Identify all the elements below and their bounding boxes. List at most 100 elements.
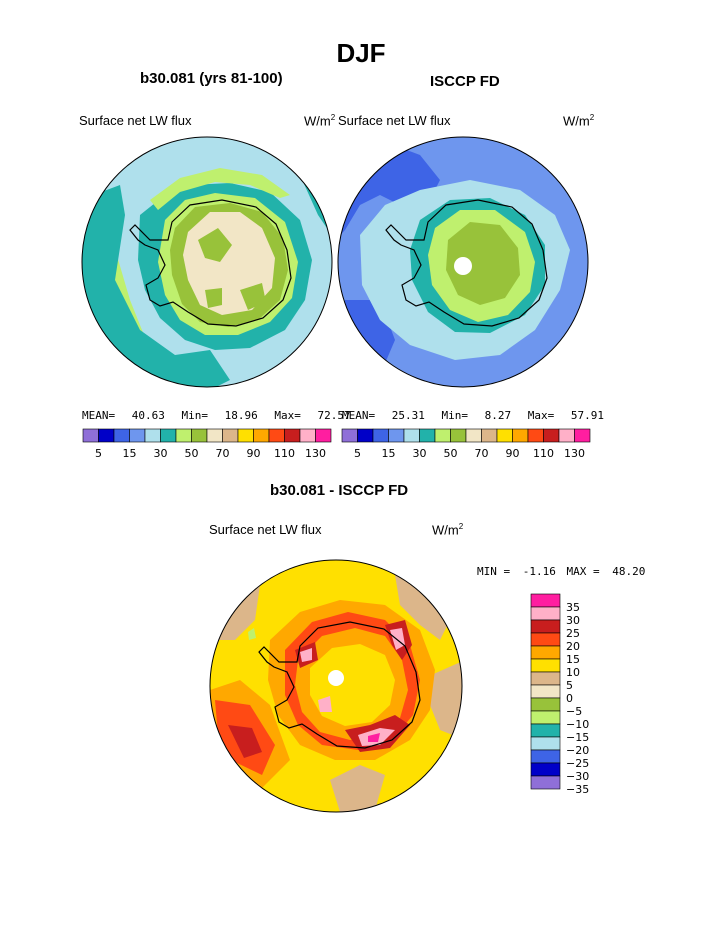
map-diff-yellow-core bbox=[340, 675, 365, 695]
colorbar-obs-swatch bbox=[465, 428, 482, 443]
colorbar-obs-swatch bbox=[341, 428, 358, 443]
colorbar-diff-tick-label: 20 bbox=[566, 640, 580, 653]
diff-min-label: MIN = bbox=[477, 565, 511, 578]
colorbar-model-tick-label: 5 bbox=[95, 447, 102, 460]
map-diff bbox=[210, 560, 462, 812]
colorbar-obs-tick-label: 110 bbox=[533, 447, 554, 460]
diff-max-value: 48.20 bbox=[612, 565, 646, 578]
colorbar-model-swatch bbox=[268, 428, 285, 443]
colorbar-diff-tick-label: −10 bbox=[566, 718, 589, 731]
colorbar-obs-swatch bbox=[357, 428, 374, 443]
colorbar-obs-swatch bbox=[388, 428, 405, 443]
diff-minmax: MIN = -1.16 MAX = 48.20 bbox=[477, 565, 645, 578]
map-diff-pink-ne bbox=[390, 628, 405, 650]
min-value: 8.27 bbox=[484, 409, 512, 422]
colorbar-model-tick-label: 15 bbox=[123, 447, 137, 460]
panel-title-obs: ISCCP FD bbox=[430, 73, 500, 90]
colorbar-diff-tick-label: −25 bbox=[566, 757, 589, 770]
variable-label-obs: Surface net LW flux bbox=[338, 113, 451, 128]
colorbar-obs-swatch bbox=[372, 428, 389, 443]
colorbar-obs-tick-label: 30 bbox=[413, 447, 427, 460]
colorbar-diff-swatch bbox=[530, 645, 561, 660]
colorbar-diff-swatch bbox=[530, 697, 561, 712]
stats-model: MEAN= 40.63 Min= 18.96 Max= 72.57 bbox=[82, 409, 351, 422]
colorbar-obs-tick-label: 15 bbox=[382, 447, 396, 460]
map-model-patch-2 bbox=[240, 283, 266, 310]
map-model-coastline bbox=[129, 199, 292, 327]
units-base: W/m bbox=[432, 522, 459, 538]
map-model-teal-band bbox=[82, 185, 230, 387]
colorbar-model-swatch bbox=[191, 428, 208, 443]
variable-label-model: Surface net LW flux bbox=[79, 113, 192, 128]
colorbar-diff-swatch bbox=[530, 749, 561, 764]
max-value: 72.57 bbox=[317, 409, 351, 422]
colorbar-obs-tick-label: 70 bbox=[475, 447, 489, 460]
colorbar-diff-tick-label: −5 bbox=[566, 705, 582, 718]
colorbar-diff-swatch bbox=[530, 671, 561, 686]
map-diff-pole-missing bbox=[328, 670, 344, 686]
diff-max-label: MAX = bbox=[566, 565, 600, 578]
colorbar-diff-tick-label: −15 bbox=[566, 731, 589, 744]
colorbar-model-swatch bbox=[82, 428, 99, 443]
colorbar-model: 5 15 30 50 70 90 110 130 bbox=[82, 428, 332, 460]
units-exp: 2 bbox=[330, 113, 336, 122]
colorbar-model-tick-label: 50 bbox=[185, 447, 199, 460]
colorbar-diff-swatch bbox=[530, 632, 561, 647]
panel-title-diff: b30.081 - ISCCP FD bbox=[270, 482, 409, 499]
colorbar-diff-tick-label: −30 bbox=[566, 770, 589, 783]
min-label: Min= bbox=[181, 409, 209, 422]
map-obs bbox=[338, 137, 588, 387]
colorbar-obs-swatch bbox=[512, 428, 529, 443]
colorbar-obs-tick-label: 50 bbox=[444, 447, 458, 460]
colorbar-model-swatch bbox=[144, 428, 161, 443]
diff-min-value: -1.16 bbox=[522, 565, 556, 578]
colorbar-model-swatch bbox=[315, 428, 332, 443]
colorbar-diff-tick-label: 5 bbox=[566, 679, 573, 692]
colorbar-model-swatch bbox=[206, 428, 223, 443]
colorbar-model-swatch bbox=[113, 428, 130, 443]
colorbar-diff-tick-label: 30 bbox=[566, 614, 580, 627]
colorbar-model-swatch bbox=[160, 428, 177, 443]
colorbar-diff-tick-label: 15 bbox=[566, 653, 580, 666]
colorbar-model-tick-label: 70 bbox=[216, 447, 230, 460]
map-obs-border bbox=[337, 136, 589, 388]
mean-label: MEAN= bbox=[342, 409, 376, 422]
colorbar-obs-swatch bbox=[403, 428, 420, 443]
map-diff-tan-ne bbox=[395, 575, 450, 640]
colorbar-model-swatch bbox=[98, 428, 115, 443]
colorbar-model-tick-label: 130 bbox=[305, 447, 326, 460]
units-exp: 2 bbox=[589, 113, 595, 122]
colorbar-obs-swatch bbox=[558, 428, 575, 443]
colorbar-diff-tick-label: 35 bbox=[566, 601, 580, 614]
min-label: Min= bbox=[441, 409, 469, 422]
colorbar-diff-tick-label: 0 bbox=[566, 692, 573, 705]
colorbar-diff-tick-label: −20 bbox=[566, 744, 589, 757]
colorbar-diff-swatch bbox=[530, 684, 561, 699]
map-obs-interior bbox=[446, 222, 520, 305]
colorbar-obs-swatch bbox=[450, 428, 467, 443]
colorbar-diff-swatch bbox=[530, 710, 561, 725]
map-model-patch-1 bbox=[198, 228, 232, 262]
colorbar-diff-swatch bbox=[530, 658, 561, 673]
map-model-border bbox=[81, 136, 333, 388]
map-model bbox=[82, 137, 332, 387]
colorbar-obs-tick-label: 5 bbox=[354, 447, 361, 460]
colorbar-diff-tick-label: −35 bbox=[566, 783, 589, 796]
map-diff-magenta-s bbox=[368, 733, 380, 742]
colorbar-obs-swatch bbox=[481, 428, 498, 443]
map-diff-border bbox=[209, 559, 463, 813]
colorbar-diff-tick-label: 25 bbox=[566, 627, 580, 640]
units-exp: 2 bbox=[458, 522, 464, 531]
map-diff-darkred-w bbox=[228, 725, 262, 758]
figure-title: DJF bbox=[336, 38, 386, 68]
colorbar-obs: 5 15 30 50 70 90 110 130 bbox=[341, 428, 591, 460]
min-value: 18.96 bbox=[224, 409, 258, 422]
colorbar-model-tick-label: 30 bbox=[154, 447, 168, 460]
colorbar-model-swatch bbox=[253, 428, 270, 443]
colorbar-model-swatch bbox=[299, 428, 316, 443]
map-diff-pink-w bbox=[318, 696, 332, 712]
colorbar-obs-swatch bbox=[543, 428, 560, 443]
max-value: 57.91 bbox=[570, 409, 604, 422]
